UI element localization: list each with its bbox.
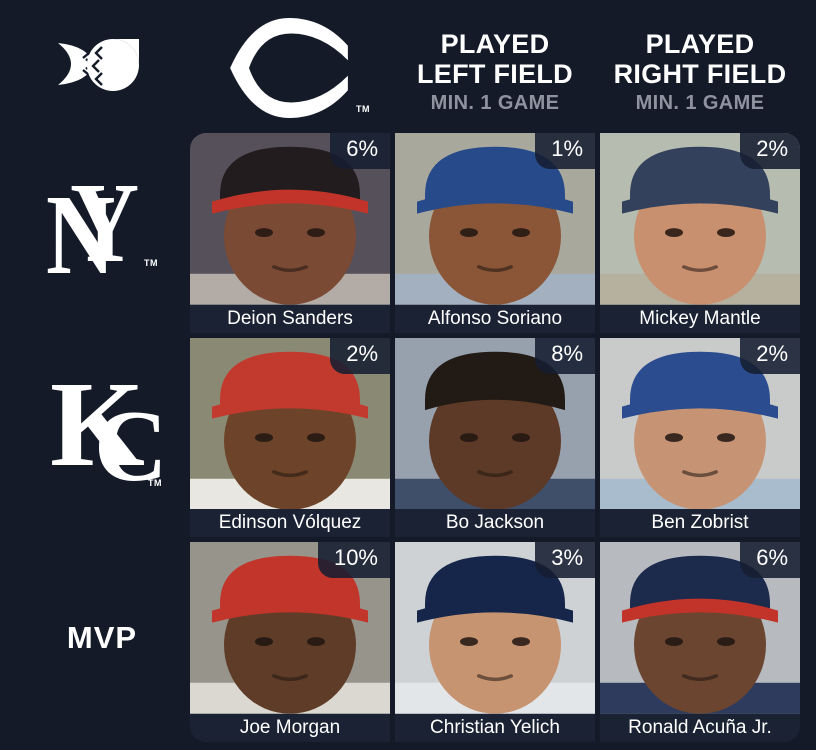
player-portrait-illustration (395, 542, 595, 714)
rarity-badge: 2% (740, 337, 800, 374)
column-subtitle: MIN. 1 GAME (635, 92, 765, 114)
player-name: Ronald Acuña Jr. (600, 714, 800, 742)
player-name: Mickey Mantle (600, 304, 800, 333)
column-title-line2: LEFT FIELD (417, 59, 573, 89)
rarity-badge: 6% (740, 542, 800, 579)
immaculate-grid-logo (56, 31, 140, 97)
grid-cell-mvp-right-field[interactable]: 3% Christian Yelich (395, 542, 595, 742)
player-photo: 6% (190, 133, 390, 305)
rarity-badge: 8% (535, 337, 595, 374)
column-header-left-field: PLAYED LEFT FIELD MIN. 1 GAME (385, 29, 605, 115)
grid-cell-yankees-right-field[interactable]: 1% Alfonso Soriano (395, 133, 595, 333)
column-title-line1: PLAYED (645, 29, 755, 59)
grid-cell-yankees-mvp[interactable]: 2% Mickey Mantle (600, 133, 800, 333)
rarity-badge: 1% (535, 133, 595, 169)
column-header-right-field: PLAYED RIGHT FIELD MIN. 1 GAME (590, 29, 810, 115)
player-name: Ben Zobrist (600, 509, 800, 538)
trademark-mark: TM (144, 258, 158, 268)
player-name: Bo Jackson (395, 509, 595, 538)
rarity-badge: 2% (740, 133, 800, 169)
grid-cell-royals-right-field[interactable]: 8% Bo Jackson (395, 337, 595, 538)
royals-c-letter: C (94, 390, 168, 503)
royals-k-letter: K (50, 357, 145, 492)
reds-team-logo: TM (222, 10, 370, 122)
column-title-line1: PLAYED (440, 29, 550, 59)
player-photo: 6% (600, 542, 800, 714)
player-portrait-illustration (190, 542, 390, 714)
player-photo: 2% (600, 337, 800, 510)
rarity-badge: 3% (535, 542, 595, 579)
player-photo: 8% (395, 337, 595, 510)
player-name: Christian Yelich (395, 714, 595, 742)
rarity-badge: 2% (330, 337, 390, 374)
player-portrait-illustration (395, 133, 595, 305)
player-photo: 3% (395, 542, 595, 714)
trademark-mark: TM (356, 104, 370, 114)
player-photo: 2% (600, 133, 800, 305)
player-photo: 10% (190, 542, 390, 714)
player-name: Deion Sanders (190, 304, 390, 333)
trademark-mark: TM (148, 478, 162, 488)
rarity-badge: 10% (317, 542, 390, 579)
grid-cell-yankees-left-field[interactable]: 6% Deion Sanders (190, 133, 390, 333)
player-photo: 2% (190, 337, 390, 510)
yankees-n-letter: N (46, 171, 116, 298)
grid-cell-mvp-mvp[interactable]: 6% Ronald Acuña Jr. (600, 542, 800, 742)
rarity-badge: 6% (330, 133, 390, 169)
player-name: Edinson Vólquez (190, 509, 390, 538)
split-baseball-icon (58, 39, 139, 91)
grid-cell-mvp-left-field[interactable]: 10% Joe Morgan (190, 542, 390, 742)
royals-team-logo: K C TM (50, 357, 168, 498)
player-photo: 1% (395, 133, 595, 305)
column-title-line2: RIGHT FIELD (613, 59, 787, 89)
grid-cell-royals-left-field[interactable]: 2% Edinson Vólquez (190, 337, 390, 538)
grid-cell-royals-mvp[interactable]: 2% Ben Zobrist (600, 337, 800, 538)
column-subtitle: MIN. 1 GAME (430, 92, 560, 114)
row-header-mvp: MVP (66, 620, 138, 655)
player-portrait-illustration (600, 337, 800, 510)
player-name: Alfonso Soriano (395, 304, 595, 333)
yankees-y-letter: Y (70, 159, 140, 286)
yankees-team-logo: N Y TM (46, 166, 158, 294)
player-name: Joe Morgan (190, 714, 390, 742)
reds-c-icon (230, 18, 348, 118)
answers-grid: 6% Deion Sanders 1% Alfonso Soriano (190, 133, 800, 742)
